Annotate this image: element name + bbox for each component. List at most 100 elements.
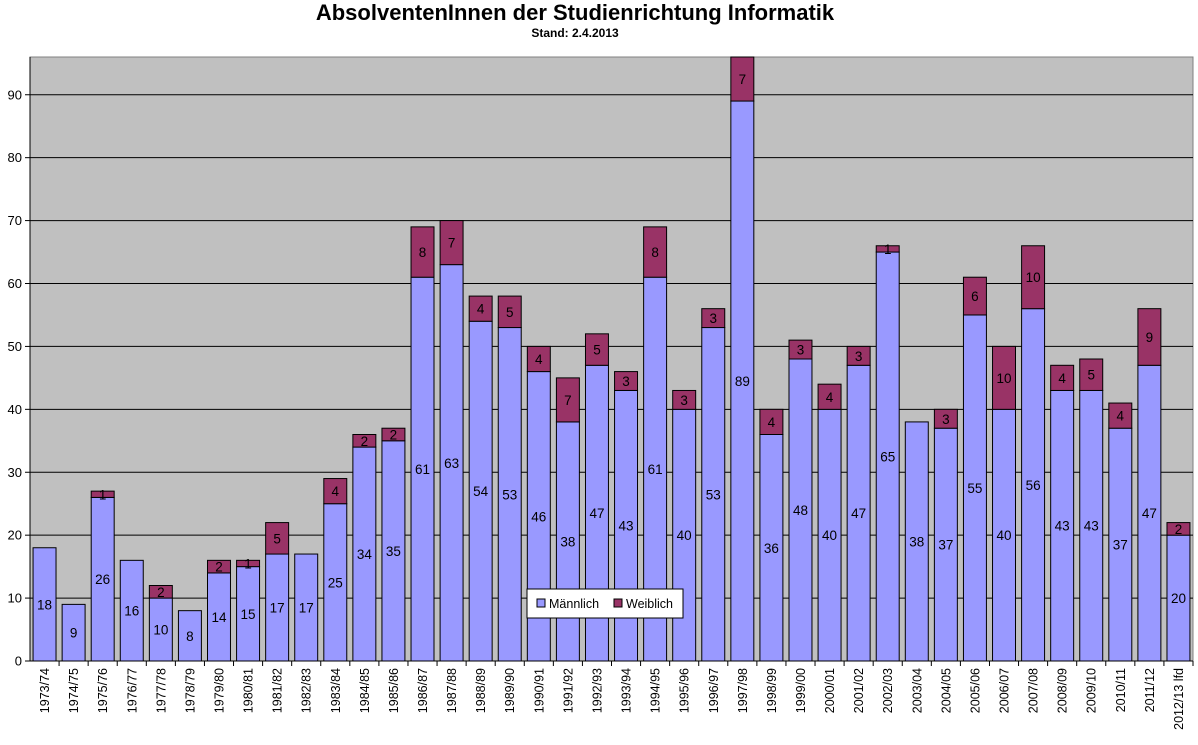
data-label-maennlich: 20 bbox=[1171, 591, 1186, 606]
x-tick-label: 2002/03 bbox=[881, 668, 895, 713]
y-tick-label: 80 bbox=[8, 150, 22, 165]
bar-weiblich bbox=[584, 333, 609, 366]
x-tick-label: 2005/06 bbox=[968, 668, 982, 713]
x-tick-label: 1986/87 bbox=[416, 668, 430, 713]
data-label-maennlich: 40 bbox=[677, 528, 692, 543]
x-tick-label: 1987/88 bbox=[445, 668, 459, 713]
bar-weiblich bbox=[148, 585, 173, 599]
y-tick-label: 20 bbox=[8, 528, 22, 543]
x-tick-label: 1996/97 bbox=[707, 668, 721, 713]
y-tick-label: 70 bbox=[8, 213, 22, 228]
data-label-maennlich: 65 bbox=[880, 450, 895, 465]
data-label-maennlich: 53 bbox=[502, 487, 517, 502]
bar-weiblich bbox=[933, 408, 958, 429]
data-label-maennlich: 40 bbox=[996, 528, 1011, 543]
data-label-maennlich: 46 bbox=[531, 509, 546, 524]
data-label-maennlich: 43 bbox=[619, 519, 634, 534]
bar-weiblich bbox=[1166, 522, 1191, 536]
x-tick-label: 1998/99 bbox=[765, 668, 779, 713]
bar-weiblich bbox=[817, 383, 842, 410]
data-label-maennlich: 17 bbox=[299, 601, 314, 616]
x-tick-label: 1995/96 bbox=[678, 668, 692, 713]
x-tick-label: 2008/09 bbox=[1056, 668, 1070, 713]
bars bbox=[32, 56, 1191, 662]
data-label-maennlich: 8 bbox=[186, 629, 194, 644]
data-label-weiblich: 3 bbox=[942, 412, 950, 427]
data-label-weiblich: 5 bbox=[1087, 368, 1095, 383]
data-label-maennlich: 36 bbox=[764, 541, 779, 556]
y-tick-label: 30 bbox=[8, 465, 22, 480]
bar-weiblich bbox=[1108, 402, 1133, 429]
data-label-weiblich: 10 bbox=[996, 371, 1011, 386]
data-label-weiblich: 3 bbox=[680, 393, 688, 408]
bar-weiblich bbox=[90, 490, 115, 498]
data-label-weiblich: 2 bbox=[1175, 522, 1183, 537]
data-label-maennlich: 14 bbox=[211, 610, 227, 625]
data-label-maennlich: 47 bbox=[851, 506, 866, 521]
data-label-maennlich: 47 bbox=[589, 506, 604, 521]
legend: Männlich Weiblich bbox=[526, 588, 684, 619]
x-tick-label: 1981/82 bbox=[271, 668, 285, 713]
data-label-weiblich: 3 bbox=[797, 343, 805, 358]
data-label-maennlich: 35 bbox=[386, 544, 401, 559]
data-label-weiblich: 7 bbox=[564, 393, 572, 408]
bar-weiblich bbox=[701, 308, 726, 329]
bar-weiblich bbox=[759, 408, 784, 436]
x-tick-label: 2001/02 bbox=[852, 668, 866, 713]
data-label-maennlich: 40 bbox=[822, 528, 837, 543]
data-label-weiblich: 8 bbox=[419, 245, 427, 260]
data-label-maennlich: 47 bbox=[1142, 506, 1157, 521]
data-label-weiblich: 4 bbox=[477, 302, 485, 317]
bar-weiblich bbox=[439, 220, 464, 266]
data-label-maennlich: 55 bbox=[967, 481, 982, 496]
data-label-weiblich: 3 bbox=[622, 374, 630, 389]
x-tick-label: 2011/12 bbox=[1143, 668, 1157, 712]
x-tick-label: 1990/91 bbox=[532, 668, 546, 713]
x-tick-label: 1980/81 bbox=[242, 668, 256, 713]
bar-weiblich bbox=[1021, 245, 1046, 310]
data-label-weiblich: 7 bbox=[448, 236, 456, 251]
x-tick-label: 1988/89 bbox=[474, 668, 488, 713]
data-label-maennlich: 48 bbox=[793, 503, 808, 518]
data-label-weiblich: 1 bbox=[244, 556, 252, 571]
data-label-maennlich: 34 bbox=[357, 547, 373, 562]
chart-title: AbsolventenInnen der Studienrichtung Inf… bbox=[315, 0, 835, 25]
plot-background bbox=[29, 56, 1194, 662]
legend-label: Männlich bbox=[549, 597, 599, 611]
bar-weiblich bbox=[410, 226, 435, 278]
data-label-maennlich: 61 bbox=[415, 462, 430, 477]
x-tick-label: 1983/84 bbox=[329, 668, 343, 713]
x-tick-label: 2010/11 bbox=[1114, 668, 1128, 712]
x-tick-label: 2012/13 lfd bbox=[1172, 668, 1186, 730]
data-label-maennlich: 43 bbox=[1055, 519, 1070, 534]
x-tick-label: 1976/77 bbox=[125, 668, 139, 713]
bar-weiblich bbox=[643, 226, 668, 278]
bar-weiblich bbox=[207, 559, 231, 574]
legend-label: Weiblich bbox=[626, 597, 673, 611]
x-tick-label: 1977/78 bbox=[154, 668, 168, 713]
bar-weiblich bbox=[555, 377, 580, 423]
y-tick-label: 10 bbox=[8, 591, 22, 606]
bar-weiblich bbox=[614, 371, 639, 391]
bar-weiblich bbox=[468, 295, 493, 322]
data-label-weiblich: 4 bbox=[826, 390, 834, 405]
data-label-maennlich: 43 bbox=[1084, 519, 1099, 534]
data-label-maennlich: 17 bbox=[270, 601, 285, 616]
bar-weiblich bbox=[846, 345, 871, 366]
plot-area bbox=[29, 56, 1194, 662]
data-label-weiblich: 4 bbox=[332, 484, 340, 499]
data-label-weiblich: 1 bbox=[884, 242, 892, 257]
data-label-weiblich: 8 bbox=[651, 245, 659, 260]
x-tick-label: 2009/10 bbox=[1085, 668, 1099, 713]
x-tick-label: 1973/74 bbox=[38, 668, 52, 713]
data-label-weiblich: 4 bbox=[535, 352, 543, 367]
data-label-maennlich: 38 bbox=[560, 534, 575, 549]
x-tick-label: 2003/04 bbox=[910, 668, 924, 713]
x-tick-label: 2006/07 bbox=[998, 668, 1012, 713]
data-label-maennlich: 18 bbox=[37, 597, 52, 612]
data-label-weiblich: 4 bbox=[1058, 371, 1066, 386]
data-label-weiblich: 1 bbox=[99, 487, 107, 502]
data-label-maennlich: 37 bbox=[938, 538, 953, 553]
axes: 0 10 20 30 40 50 60 70 80 90 1973/74 1974/75 1975/76… bbox=[8, 57, 1194, 730]
